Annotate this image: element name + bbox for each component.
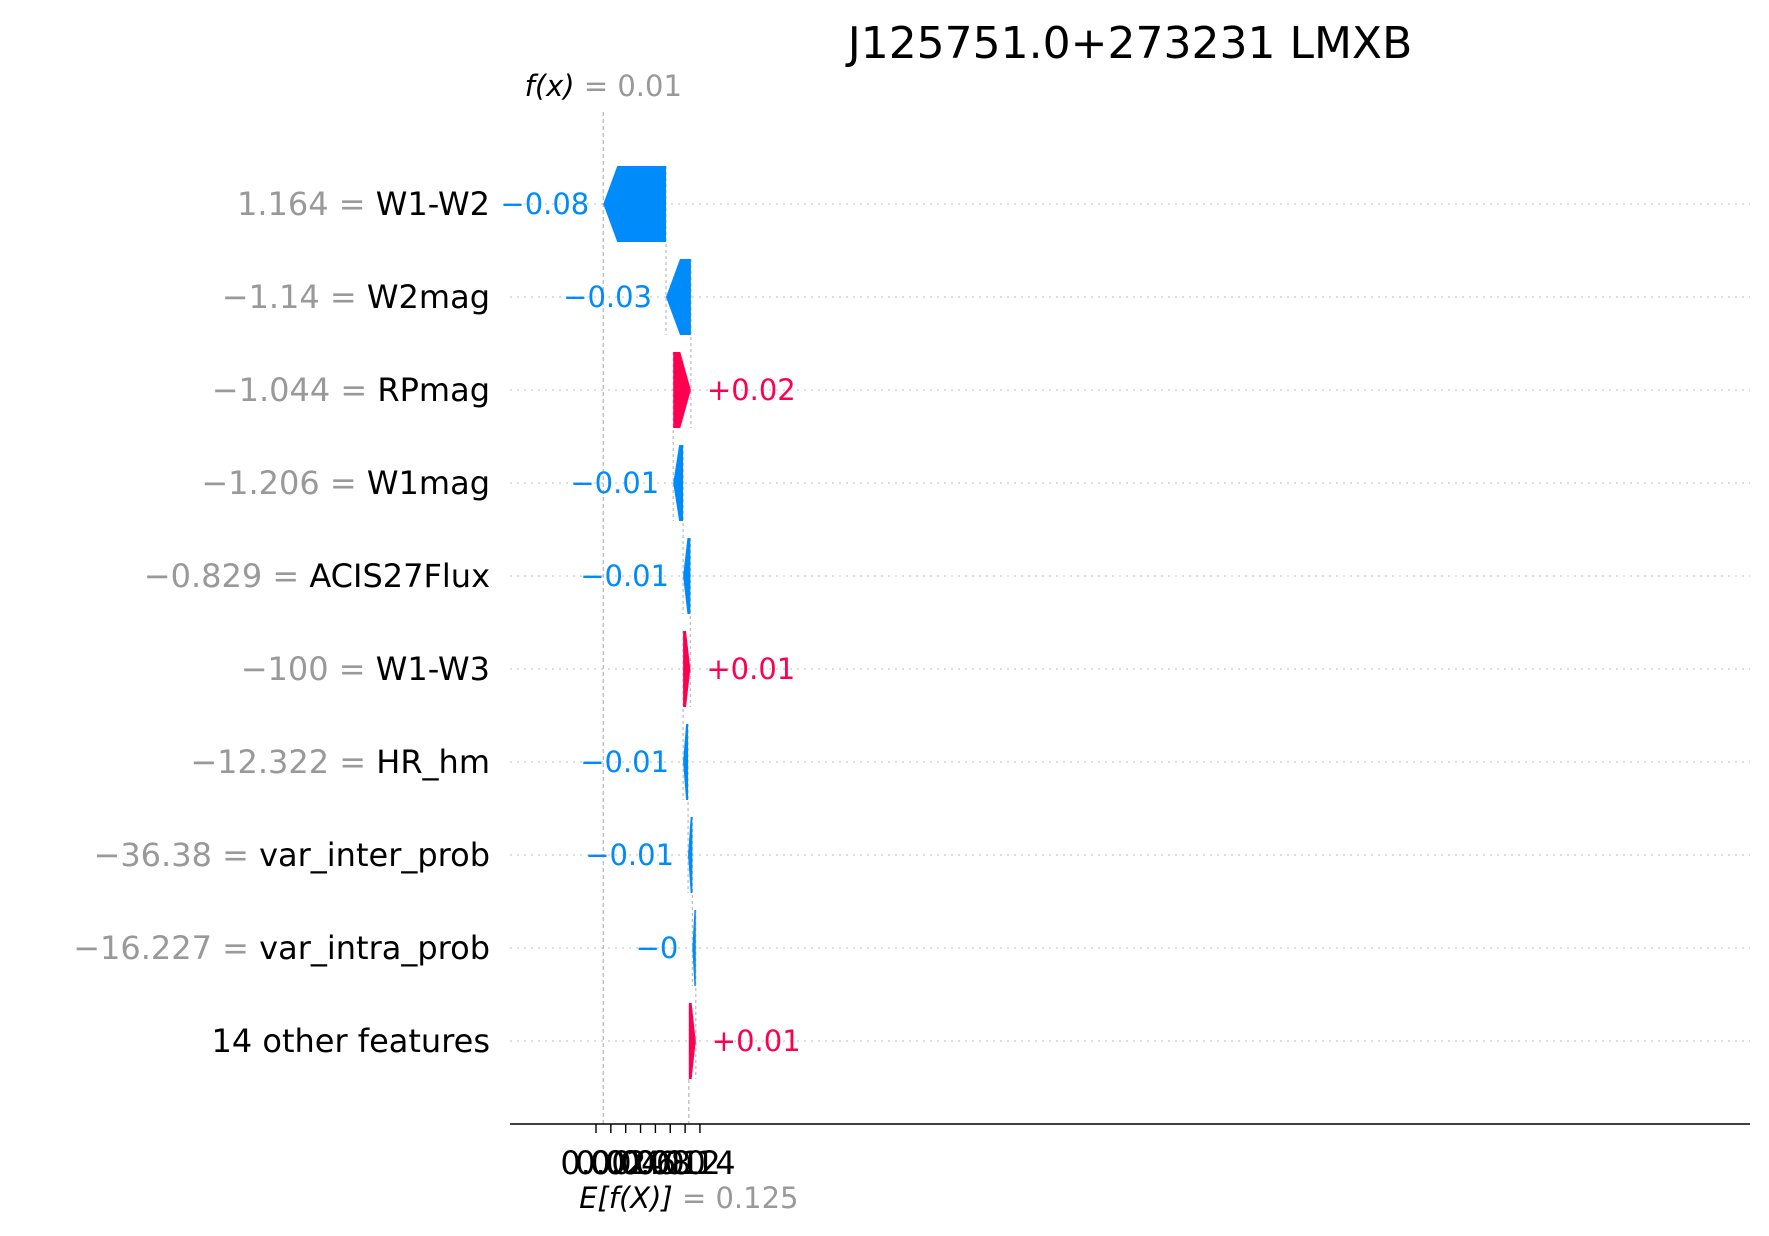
feature-value: −1.206 = <box>201 464 367 502</box>
bar-value-label: −0.01 <box>570 466 659 500</box>
feature-name: W2mag <box>367 278 490 316</box>
x-tick-label: 0.06 <box>605 1144 676 1182</box>
bar-w1-w2 <box>603 166 667 242</box>
bar-hr_hm <box>683 724 689 800</box>
feature-value: −0.829 = <box>144 557 310 595</box>
feature-value: −1.14 = <box>222 278 367 316</box>
feature-name: var_inter_prob <box>259 836 490 874</box>
x-tick-label: 0.10 <box>635 1144 706 1182</box>
feature-name: var_intra_prob <box>259 929 490 967</box>
feature-rows: 1.164 = W1-W2 −1.14 = W2mag −1.044 = RPmag… <box>73 112 1750 1124</box>
feature-name: HR_hm <box>376 743 490 781</box>
feature-label: −1.044 = RPmag <box>212 371 490 409</box>
efx-value: = 0.125 <box>673 1181 799 1215</box>
feature-label: −1.206 = W1mag <box>201 464 490 502</box>
bar-value-label: −0.03 <box>563 280 652 314</box>
x-tick-label: 0.04 <box>590 1144 661 1182</box>
feature-value: −12.322 = <box>190 743 376 781</box>
chart-title: J125751.0+273231 LMXB <box>845 18 1413 69</box>
efx-annotation: E[f(X)] = 0.125 <box>579 1181 798 1215</box>
feature-value: −1.044 = <box>212 371 378 409</box>
x-tick-label: 0.12 <box>649 1144 720 1182</box>
feature-name: ACIS27Flux <box>309 557 490 595</box>
bar-acis27flux <box>683 538 691 614</box>
feature-value: −100 = <box>241 650 376 688</box>
feature-label: −0.829 = ACIS27Flux <box>144 557 490 595</box>
fx-annotation: f(x) = 0.01 <box>525 69 682 103</box>
feature-label: −100 = W1-W3 <box>241 650 490 688</box>
bar-14-other-features <box>688 1003 696 1079</box>
x-tick-label: 0.00 <box>560 1144 631 1182</box>
efx-prefix: E[f(X)] <box>579 1181 673 1215</box>
fx-label: f(x) = 0.01 <box>525 69 682 103</box>
x-tick-label: 0.14 <box>664 1144 735 1182</box>
efx-label: E[f(X)] = 0.125 <box>579 1181 798 1215</box>
bar-value-label: +0.01 <box>712 1024 801 1058</box>
feature-label: −1.14 = W2mag <box>222 278 490 316</box>
x-tick-label: 0.08 <box>620 1144 691 1182</box>
fx-value: = 0.01 <box>575 69 682 103</box>
bar-var_intra_prob <box>692 910 696 986</box>
feature-label: 14 other features <box>211 1022 490 1060</box>
feature-label: −36.38 = var_inter_prob <box>94 836 491 874</box>
feature-label: −12.322 = HR_hm <box>190 743 490 781</box>
bar-w1-w3 <box>683 631 691 707</box>
bar-w2mag <box>666 259 691 335</box>
bar-value-label: −0.01 <box>580 559 669 593</box>
bar-rpmag <box>673 352 691 428</box>
feature-name: W1mag <box>367 464 490 502</box>
feature-name: W1-W2 <box>376 185 490 223</box>
contribution-bars: −0.08 −0.03 +0.02 −0.01 −0.01 +0.01 −0.01 −0.01… <box>500 166 801 1079</box>
bar-value-label: −0.01 <box>585 838 674 872</box>
feature-value: −16.227 = <box>73 929 259 967</box>
x-tick-label: 0.02 <box>575 1144 646 1182</box>
feature-name: 14 other features <box>211 1022 490 1060</box>
feature-name: W1-W3 <box>376 650 490 688</box>
bar-value-label: −0 <box>636 931 679 965</box>
bar-value-label: −0.01 <box>580 745 669 779</box>
feature-name: RPmag <box>377 371 490 409</box>
feature-label: 1.164 = W1-W2 <box>237 185 490 223</box>
bar-var_inter_prob <box>688 817 693 893</box>
bar-value-label: +0.01 <box>706 652 795 686</box>
fx-prefix: f(x) <box>525 69 575 103</box>
feature-value: 1.164 = <box>237 185 376 223</box>
feature-value: −36.38 = <box>94 836 260 874</box>
bar-w1mag <box>673 445 684 521</box>
bar-value-label: +0.02 <box>707 373 796 407</box>
bar-value-label: −0.08 <box>500 187 589 221</box>
feature-label: −16.227 = var_intra_prob <box>73 929 490 967</box>
x-axis: 0.000.020.040.060.080.100.120.14 <box>510 1123 1750 1182</box>
